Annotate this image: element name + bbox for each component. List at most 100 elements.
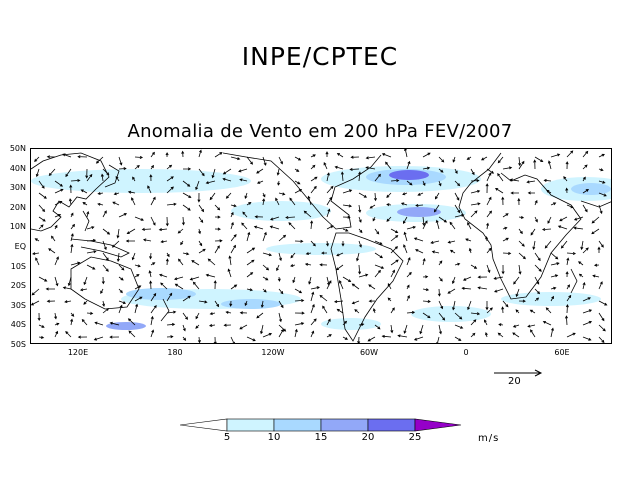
wind-vector [86,238,97,242]
wind-vector [573,216,584,221]
wind-vector [118,156,123,166]
wind-vector [515,309,520,314]
wind-vector [70,261,81,266]
wind-vector [181,150,185,158]
wind-vector [278,234,287,242]
wind-vector [560,240,568,249]
wind-vector [485,301,489,311]
wind-vector [431,250,440,254]
wind-vector [70,243,74,254]
wind-vector [246,272,254,278]
wind-vector [209,192,216,201]
wind-vector [54,276,59,287]
wind-vector [97,202,104,206]
wind-vector [230,156,241,161]
wind-vector [518,215,525,219]
wind-vector [54,330,59,338]
wind-vector [419,324,424,335]
wind-vector [374,269,381,278]
wind-vector [70,212,74,218]
wind-vector [565,161,569,170]
wind-vector [131,252,136,261]
wind-vector [597,246,601,253]
wind-vector [582,164,588,170]
wind-vector [142,238,152,242]
wind-vector [165,258,169,266]
wind-vector [51,235,56,242]
wind-vector [358,204,362,213]
wind-vector [372,216,376,222]
wind-vector [278,300,284,309]
wind-vector [422,275,429,279]
wind-vector [369,204,376,209]
wind-vector [374,173,381,182]
wind-vector [518,252,526,260]
wind-vector [182,204,191,211]
wind-vector [578,261,584,266]
wind-vector [374,240,383,245]
wind-vector [462,276,472,281]
wind-vector [598,192,607,197]
wind-vector [115,175,120,182]
wind-vector [166,322,176,327]
wind-vector [438,312,446,321]
wind-vector [69,184,73,194]
wind-vector [449,249,456,254]
wind-vector [195,180,200,191]
wind-vector [38,324,45,328]
wind-vector [307,195,312,206]
colorbar-label-15: 15 [314,432,328,443]
wind-vector [566,251,577,256]
wind-vector [580,240,584,251]
wind-vector [493,288,504,293]
wind-vector [150,196,156,206]
wind-vector [502,300,509,308]
wind-vector [195,312,200,320]
lat-label-30n: 30N [9,183,26,192]
wind-vector [177,258,184,266]
wind-vector [294,156,302,161]
wind-vector [598,168,604,172]
wind-vector [530,228,536,236]
wind-vector [534,288,541,295]
wind-vector [83,300,88,305]
wind-vector [390,228,399,233]
wind-vector [598,300,608,306]
wind-vector [86,264,96,270]
wind-vector [477,275,488,279]
wind-vector [150,262,156,266]
wind-vector [406,271,412,278]
wind-vector [305,251,312,255]
lat-label-10s: 10S [10,262,26,271]
wind-vector [349,167,360,171]
wind-vector [109,321,120,326]
wind-vector [310,286,321,290]
wind-vector [70,223,76,230]
wind-vector [334,165,344,170]
wind-vector [118,288,123,294]
wind-vector [385,161,392,170]
wind-vector [326,280,332,290]
wind-vector [390,259,399,266]
wind-vector [422,180,426,187]
wind-vector [381,153,392,158]
wind-vector [278,288,284,295]
wind-vector [386,192,392,199]
wind-vector [270,216,280,221]
wind-vector [373,192,377,202]
wind-vector [598,153,605,158]
wind-vector [326,225,334,230]
wind-vector [35,168,40,178]
wind-vector [182,180,191,187]
wind-vector [470,319,477,326]
wind-vector [422,220,428,230]
wind-vector [530,329,536,338]
wind-vector [350,155,360,159]
wind-vector [550,153,561,158]
wind-vector [214,227,221,231]
wind-vector [336,308,344,314]
wind-vector [333,300,344,304]
wind-vector [470,332,476,338]
wind-vector [205,273,216,278]
wind-vector [97,191,104,195]
